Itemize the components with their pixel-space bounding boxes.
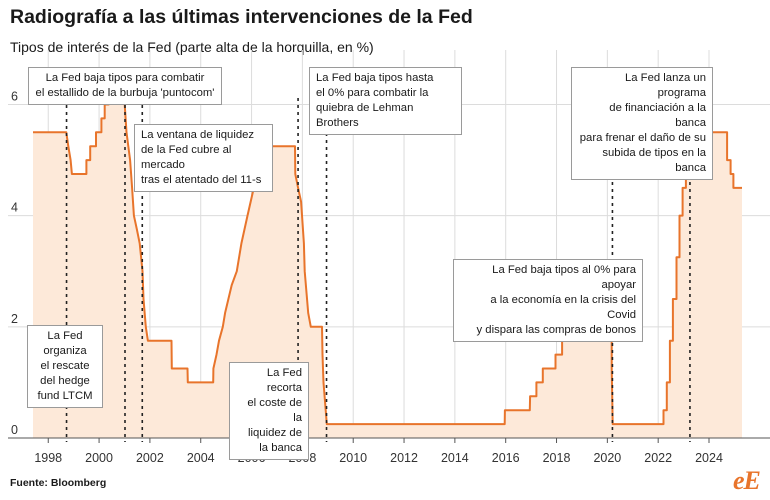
annotation-line: de financiación a la banca xyxy=(609,102,706,129)
annotation-line: el coste de la xyxy=(247,397,302,424)
annotation-line: organiza xyxy=(43,345,87,357)
brand-logo: eE xyxy=(733,466,761,495)
series-area xyxy=(33,76,742,438)
x-tick-label: 2024 xyxy=(695,451,723,465)
annotation-line: de la Fed cubre al mercado xyxy=(141,144,232,171)
annotation-line: el 0% para combatir la xyxy=(316,87,429,99)
source-note: Fuente: Bloomberg xyxy=(10,477,107,489)
annotation-puntocom: La Fed baja tipos para combatir el estal… xyxy=(28,67,222,105)
annotation-liquidez: La Fed recorta el coste de la liquidez d… xyxy=(229,362,309,460)
annotation-ltcm: La Fed organiza el rescate del hedge fun… xyxy=(27,325,103,408)
x-tick-label: 1998 xyxy=(34,451,62,465)
annotation-line: quiebra de Lehman Brothers xyxy=(316,102,414,129)
annotation-line: subida de tipos en la banca xyxy=(602,147,706,174)
annotation-line: La ventana de liquidez xyxy=(141,129,255,141)
x-tick-label: 2004 xyxy=(187,451,215,465)
x-tick-label: 2010 xyxy=(339,451,367,465)
y-tick-label: 0 xyxy=(11,423,18,437)
y-tick-label: 4 xyxy=(11,201,18,215)
x-tick-label: 2000 xyxy=(85,451,113,465)
annotation-line: para frenar el daño de su xyxy=(579,132,706,144)
series-line xyxy=(33,75,742,426)
annotation-line: La Fed baja tipos para combatir xyxy=(45,72,205,84)
x-tick-label: 2022 xyxy=(644,451,672,465)
annotation-line: y dispara las compras de bonos xyxy=(476,324,637,336)
annotation-line: del hedge xyxy=(40,375,90,387)
annotation-line: la banca xyxy=(259,442,302,454)
annotation-line: fund LTCM xyxy=(37,390,93,402)
x-tick-label: 2020 xyxy=(593,451,621,465)
annotation-line: a la economía en la crisis del Covid xyxy=(490,294,636,321)
annotation-line: La Fed recorta xyxy=(266,367,302,394)
x-tick-label: 2014 xyxy=(441,451,469,465)
annotation-lehman: La Fed baja tipos hasta el 0% para comba… xyxy=(309,67,462,135)
annotation-line: tras el atentado del 11-s xyxy=(141,174,262,186)
x-tick-label: 2016 xyxy=(492,451,520,465)
x-tick-label: 2012 xyxy=(390,451,418,465)
chart-subtitle: Tipos de interés de la Fed (parte alta d… xyxy=(10,39,374,55)
annotation-banca: La Fed lanza un programa de financiación… xyxy=(571,67,713,180)
annotation-line: La Fed baja tipos hasta xyxy=(316,72,434,84)
x-tick-label: 2018 xyxy=(543,451,571,465)
annotation-line: liquidez de xyxy=(247,427,302,439)
annotation-line: La Fed xyxy=(47,330,83,342)
annotation-line: el estallido de la burbuja 'puntocom' xyxy=(35,87,215,99)
annotation-line: La Fed lanza un programa xyxy=(624,72,706,99)
line-series xyxy=(33,75,742,426)
annotation-line: el rescate xyxy=(40,360,90,372)
annotation-covid: La Fed baja tipos al 0% para apoyar a la… xyxy=(453,259,643,342)
y-tick-label: 2 xyxy=(11,312,18,326)
chart-title: Radiografía a las últimas intervenciones… xyxy=(10,6,473,28)
area-fill xyxy=(33,76,742,438)
y-tick-label: 6 xyxy=(11,89,18,103)
annotation-line: La Fed baja tipos al 0% para apoyar xyxy=(492,264,636,291)
x-tick-label: 2002 xyxy=(136,451,164,465)
annotation-11s: La ventana de liquidez de la Fed cubre a… xyxy=(134,124,273,192)
